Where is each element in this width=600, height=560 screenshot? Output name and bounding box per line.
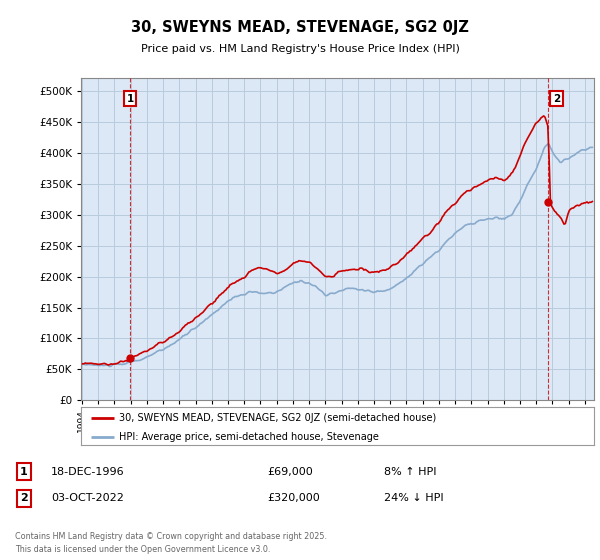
Text: Contains HM Land Registry data © Crown copyright and database right 2025.
This d: Contains HM Land Registry data © Crown c… [15, 533, 327, 554]
Text: 1: 1 [20, 466, 28, 477]
Text: 30, SWEYNS MEAD, STEVENAGE, SG2 0JZ: 30, SWEYNS MEAD, STEVENAGE, SG2 0JZ [131, 20, 469, 35]
Text: £69,000: £69,000 [267, 466, 313, 477]
Text: 24% ↓ HPI: 24% ↓ HPI [384, 493, 443, 503]
Text: Price paid vs. HM Land Registry's House Price Index (HPI): Price paid vs. HM Land Registry's House … [140, 44, 460, 54]
Text: £320,000: £320,000 [267, 493, 320, 503]
Text: 03-OCT-2022: 03-OCT-2022 [51, 493, 124, 503]
Text: 30, SWEYNS MEAD, STEVENAGE, SG2 0JZ (semi-detached house): 30, SWEYNS MEAD, STEVENAGE, SG2 0JZ (sem… [119, 413, 437, 423]
Text: 8% ↑ HPI: 8% ↑ HPI [384, 466, 437, 477]
Text: 2: 2 [553, 94, 560, 104]
Text: 2: 2 [20, 493, 28, 503]
Text: 18-DEC-1996: 18-DEC-1996 [51, 466, 125, 477]
Text: HPI: Average price, semi-detached house, Stevenage: HPI: Average price, semi-detached house,… [119, 432, 379, 442]
Text: 1: 1 [127, 94, 134, 104]
